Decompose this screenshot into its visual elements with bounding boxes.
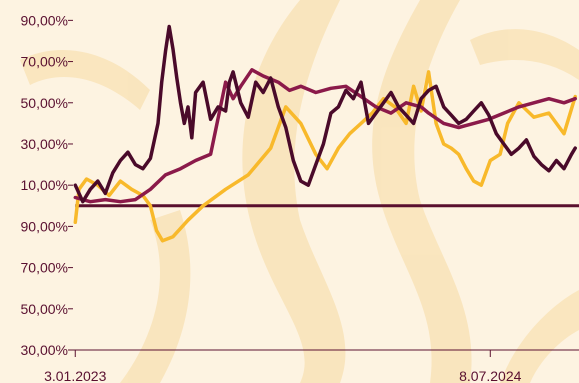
y-tick-label: 10,00% — [21, 177, 68, 193]
y-tick-label: 90,00% — [21, 12, 68, 28]
series-layer — [73, 24, 579, 243]
y-tick-label: 30,00% — [21, 342, 68, 358]
y-tick-label: 50,00% — [21, 301, 68, 317]
tick-labels: 90,00% 70,00% 50,00% 30,00% 10,00% 90,00% 70,0… — [21, 12, 522, 383]
series-line-3 — [73, 24, 577, 204]
y-tick-label: 70,00% — [21, 54, 68, 70]
y-tick-label: 70,00% — [21, 260, 68, 276]
axes — [68, 19, 579, 357]
series-line-1 — [73, 70, 577, 243]
background-watermark — [20, 0, 579, 383]
y-tick-label: 50,00% — [21, 95, 68, 111]
x-tick-label: 8.07.2024 — [459, 368, 521, 383]
y-tick-label: 30,00% — [21, 136, 68, 152]
x-tick-label: 3.01.2023 — [44, 368, 106, 383]
y-tick-label: 90,00% — [21, 218, 68, 234]
